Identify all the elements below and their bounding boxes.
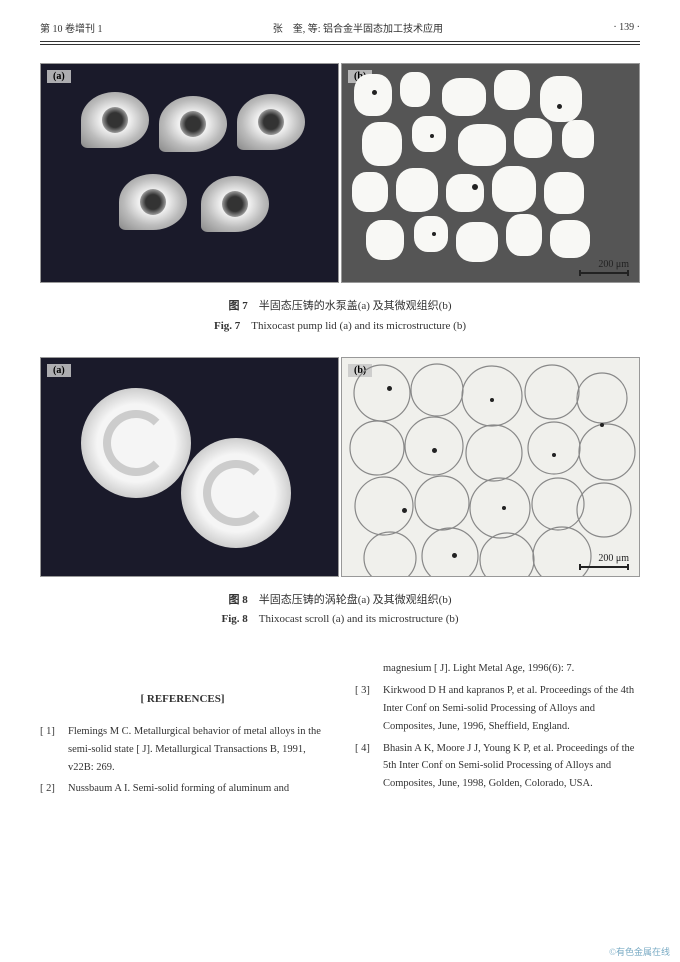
reference-item: [ 3] Kirkwood D H and kapranos P, et al.…: [355, 682, 640, 736]
references-col-right: magnesium [ J]. Light Metal Age, 1996(6)…: [355, 660, 640, 802]
references: [ REFERENCES] [ 1] Flemings M C. Metallu…: [40, 660, 640, 802]
reference-continuation: magnesium [ J]. Light Metal Age, 1996(6)…: [355, 660, 640, 678]
header-center: 张 奎, 等: 铝合金半固态加工技术应用: [273, 20, 443, 35]
figure-7a: (a): [40, 63, 339, 283]
figure-7a-label: (a): [47, 70, 71, 83]
figure-7-caption: 图 7 半固态压铸的水泵盖(a) 及其微观组织(b) Fig. 7 Thixoc…: [40, 297, 640, 337]
references-heading: [ REFERENCES]: [40, 690, 325, 709]
figure-8b-scalebar: 200 μm: [579, 553, 629, 568]
figure-8: (a) (b): [40, 357, 640, 631]
figure-8a: (a): [40, 357, 339, 577]
page-header: 第 10 卷增刊 1 张 奎, 等: 铝合金半固态加工技术应用 · 139 ·: [40, 20, 640, 42]
watermark: ©有色金属在线: [609, 945, 670, 958]
figure-8-caption: 图 8 半固态压铸的涡轮盘(a) 及其微观组织(b) Fig. 8 Thixoc…: [40, 591, 640, 631]
header-rule: [40, 44, 640, 45]
figure-8b: (b): [341, 357, 640, 577]
figure-7b-scalebar: 200 μm: [579, 259, 629, 274]
figure-8a-label: (a): [47, 364, 71, 377]
header-right: · 139 ·: [613, 22, 640, 33]
figure-7b: (b) 200 μm: [341, 63, 640, 283]
references-col-left: [ REFERENCES] [ 1] Flemings M C. Metallu…: [40, 660, 325, 802]
header-left: 第 10 卷增刊 1: [40, 20, 103, 35]
reference-item: [ 4] Bhasin A K, Moore J J, Young K P, e…: [355, 740, 640, 794]
figure-7-images: (a) (b): [40, 63, 640, 283]
figure-8-images: (a) (b): [40, 357, 640, 577]
figure-7: (a) (b): [40, 63, 640, 337]
microstructure-grain-boundaries: [342, 358, 639, 576]
reference-item: [ 1] Flemings M C. Metallurgical behavio…: [40, 723, 325, 777]
reference-item: [ 2] Nussbaum A I. Semi-solid forming of…: [40, 780, 325, 798]
